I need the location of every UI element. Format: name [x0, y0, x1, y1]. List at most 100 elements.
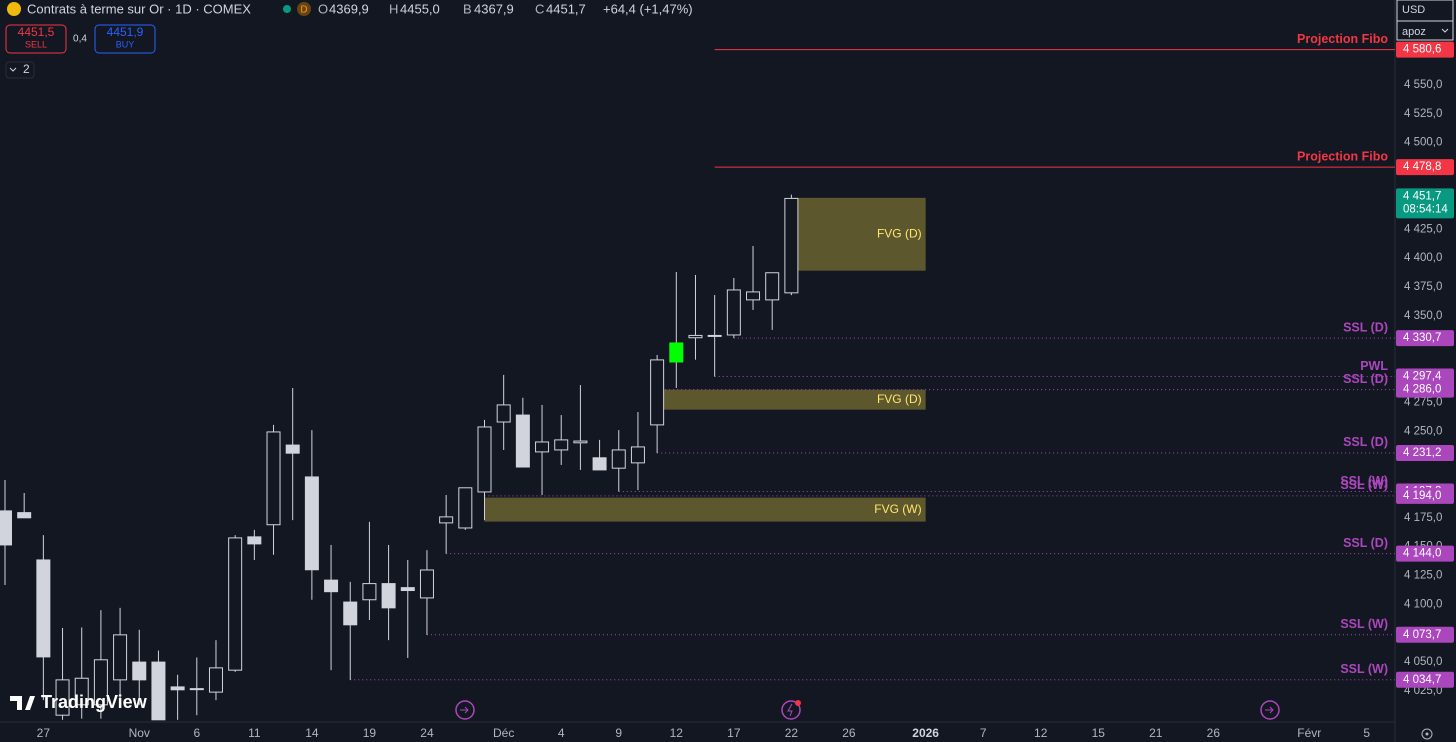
- x-tick-label: 26: [842, 726, 856, 740]
- y-tick-label: 4 125,0: [1404, 570, 1442, 582]
- currency-box[interactable]: [1396, 0, 1454, 41]
- candle-body: [592, 457, 607, 471]
- level-tag: [1396, 626, 1454, 643]
- y-tick-label: 4 050,0: [1404, 656, 1442, 668]
- x-tick-label: 19: [363, 726, 377, 740]
- ohlc-key: H: [389, 1, 398, 16]
- level-label: SSL (W): [1340, 617, 1388, 631]
- x-tick-label: Déc: [493, 726, 514, 740]
- level-tag-label: 4 478,8: [1403, 161, 1441, 173]
- level-tag-label: 4 073,7: [1403, 629, 1441, 641]
- buy-price: 4451,9: [107, 25, 144, 39]
- level-tag: [1396, 487, 1454, 504]
- x-tick-label: 4: [558, 726, 565, 740]
- change: +64,4 (+1,47%): [603, 1, 693, 16]
- candle-body: [362, 583, 377, 601]
- candle-body: [573, 440, 588, 444]
- level-label: Projection Fibo: [1297, 149, 1388, 163]
- x-tick-label: 24: [420, 726, 434, 740]
- candle-body: [650, 359, 665, 426]
- settings-icon[interactable]: [1421, 728, 1433, 740]
- x-tick-label: 9: [615, 726, 622, 740]
- x-tick-label: 5: [1363, 726, 1370, 740]
- last-price-label: 4 451,7: [1403, 190, 1441, 202]
- candle-body: [189, 688, 204, 691]
- candle-body: [170, 686, 185, 691]
- fvg-label: FVG (D): [877, 226, 922, 240]
- ohlc: O 4369,9 H 4455,0 B 4367,9 C 4451,7: [318, 1, 586, 16]
- candle-body: [439, 516, 454, 524]
- event-icon[interactable]: [1260, 700, 1280, 720]
- level-label: SSL (W): [1340, 474, 1388, 488]
- level-tag-label: 4 297,4: [1403, 371, 1442, 383]
- countdown: 08:54:14: [1403, 203, 1448, 215]
- x-tick-label: 27: [37, 726, 51, 740]
- ohlc-value: 4451,7: [546, 1, 586, 16]
- buy-button[interactable]: [94, 24, 156, 54]
- x-tick-label: 12: [1034, 726, 1048, 740]
- candle-body: [784, 197, 799, 294]
- level-label: Projection Fibo: [1297, 32, 1388, 46]
- y-tick-label: 4 175,0: [1404, 512, 1442, 524]
- fvg-label: FVG (D): [877, 392, 922, 406]
- indicators-count: 2: [23, 62, 30, 76]
- level-tag-label: 4 231,2: [1403, 447, 1441, 459]
- candle-body: [247, 536, 262, 545]
- x-tick-label: 21: [1149, 726, 1163, 740]
- indicators-toggle[interactable]: [5, 61, 35, 79]
- x-tick-label: 15: [1092, 726, 1106, 740]
- level-tag: [1396, 545, 1454, 562]
- y-tick-label: 4 275,0: [1404, 396, 1442, 408]
- candle-body: [765, 272, 780, 301]
- status-dot: [283, 5, 291, 13]
- candle-body: [343, 601, 358, 626]
- y-tick-label: 4 250,0: [1404, 425, 1442, 437]
- candle-body: [688, 334, 703, 339]
- badge: D: [300, 5, 307, 16]
- x-tick-label: 17: [727, 726, 741, 740]
- candle-body: [630, 446, 645, 464]
- symbol-icon: [7, 2, 21, 16]
- x-tick-label: 11: [248, 726, 261, 740]
- candle-body: [400, 587, 415, 592]
- y-tick-label: 4 550,0: [1404, 79, 1442, 91]
- badge-bg: [297, 2, 311, 16]
- x-tick-label: 6: [193, 726, 200, 740]
- candle-body: [707, 334, 722, 337]
- symbol-title: Contrats à terme sur Or · 1D · COMEX: [27, 1, 251, 16]
- candle-body: [93, 659, 108, 706]
- level-tag-label: 4 330,7: [1403, 332, 1441, 344]
- buy-label: BUY: [116, 39, 135, 49]
- x-tick-label: 14: [305, 726, 319, 740]
- fvg-zone: [791, 197, 926, 271]
- candle-body: [113, 634, 128, 681]
- sell-button[interactable]: [5, 24, 67, 54]
- candle-body: [535, 441, 550, 453]
- chevron: [9, 67, 17, 72]
- candle-body: [419, 569, 434, 599]
- level-label: SSL (D): [1343, 435, 1388, 449]
- y-tick-label: 4 425,0: [1404, 223, 1442, 235]
- ohlc-value: 4369,9: [329, 1, 369, 16]
- level-tag-label: 4 286,0: [1403, 384, 1441, 396]
- event-icon[interactable]: [455, 700, 475, 720]
- level-label: SSL (W): [1340, 662, 1388, 676]
- candle-body: [228, 537, 243, 671]
- candle-body: [496, 404, 511, 423]
- x-tick-label: 12: [670, 726, 684, 740]
- event-icon[interactable]: [781, 700, 801, 720]
- level-label: PWL: [1360, 359, 1388, 373]
- level-label: SSL (D): [1343, 372, 1388, 386]
- x-tick-label: 22: [785, 726, 799, 740]
- fvg-label: FVG (W): [874, 502, 921, 516]
- x-tick-label: 26: [1207, 726, 1221, 740]
- level-tag-label: 4 144,0: [1403, 548, 1441, 560]
- candle-body: [151, 661, 166, 721]
- user: apoz: [1402, 26, 1426, 38]
- candle-body: [304, 476, 319, 571]
- ohlc-value: 4367,9: [474, 1, 514, 16]
- candle-body: [55, 679, 70, 716]
- sell-price: 4451,5: [18, 25, 55, 39]
